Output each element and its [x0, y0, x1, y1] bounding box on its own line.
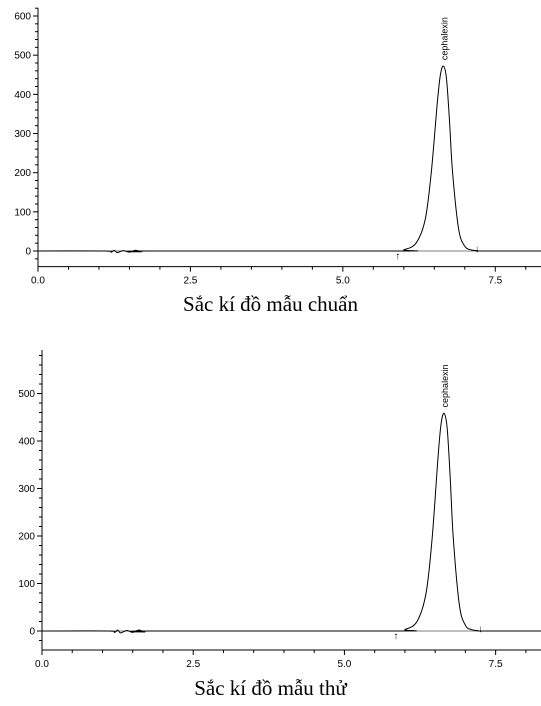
- chromatogram-sample-plot: 0 100 200 300 400 500 600 0.0 2.5 5.0 7.5 cephalexi…: [18, 350, 541, 670]
- integration-marker: ↓: [474, 244, 479, 255]
- y-tick-label: 200: [18, 532, 35, 543]
- x-tick-label: 5.0: [337, 659, 351, 670]
- peak-label: cephalexin: [439, 17, 449, 60]
- y-tick-label: 100: [14, 207, 31, 218]
- y-tick-label: 600: [18, 350, 35, 353]
- x-tick-label: 2.5: [183, 276, 197, 287]
- x-tick-label: 0.0: [35, 659, 49, 670]
- integration-marker: ↑: [395, 251, 400, 262]
- y-tick-label: 0: [25, 247, 31, 258]
- series-line: [37, 65, 541, 254]
- y-tick-label: 100: [18, 579, 35, 590]
- y-tick-label: 0: [29, 627, 35, 638]
- x-tick-label: 7.5: [488, 276, 502, 287]
- integration-marker: ↓: [478, 624, 483, 635]
- chromatogram-standard-plot: 0 100 200 300 400 500 600 0.0 2.5 5.0 7.5 cephalexi…: [14, 7, 541, 287]
- y-tick-label: 400: [14, 90, 31, 101]
- x-tick-label: 5.0: [336, 276, 350, 287]
- chromatogram-sample: 0 100 200 300 400 500 600 0.0 2.5 5.0 7.5 cephalexi…: [0, 350, 541, 706]
- chromatogram-standard: 0 100 200 300 400 500 600 0.0 2.5 5.0 7.5 cephalexi…: [0, 0, 541, 350]
- y-tick-label: 300: [14, 129, 31, 140]
- chart-title-sample: Sắc kí đồ mẫu thử: [194, 676, 347, 700]
- y-tick-label: 300: [18, 484, 35, 495]
- y-tick-label: 600: [14, 12, 31, 23]
- y-tick-label: 400: [18, 437, 35, 448]
- y-tick-label: 200: [14, 168, 31, 179]
- integration-marker: ↑: [393, 631, 398, 642]
- chart-title-standard: Sắc kí đồ mẫu chuẩn: [183, 292, 358, 316]
- x-tick-label: 2.5: [186, 659, 200, 670]
- x-tick-label: 7.5: [489, 659, 503, 670]
- y-tick-label: 500: [18, 389, 35, 400]
- y-tick-label: 500: [14, 51, 31, 62]
- x-tick-label: 0.0: [31, 276, 45, 287]
- peak-label: cephalexin: [440, 364, 450, 407]
- series-line: [41, 412, 541, 634]
